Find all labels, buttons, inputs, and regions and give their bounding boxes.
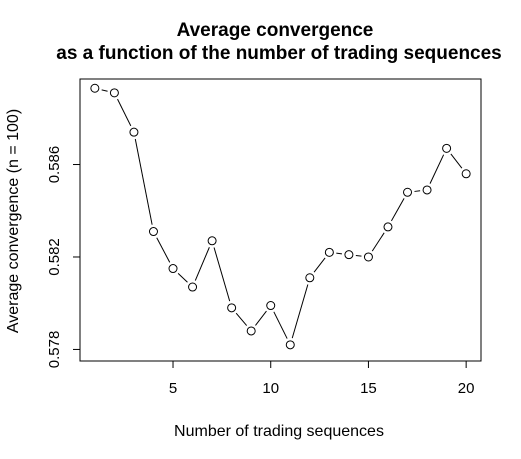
data-point — [227, 303, 237, 313]
y-tick-label: 0.586 — [46, 146, 63, 184]
data-point — [383, 222, 393, 232]
data-point — [207, 236, 217, 246]
x-tick-label: 20 — [458, 380, 475, 397]
data-point — [285, 340, 295, 350]
data-point — [109, 88, 119, 98]
series-segment — [235, 312, 248, 326]
series-segment — [355, 254, 362, 257]
data-point — [129, 127, 139, 137]
series-segment — [313, 257, 326, 273]
data-point — [461, 169, 471, 179]
data-point — [90, 83, 100, 93]
data-point — [422, 185, 432, 195]
y-axis-label: Average convergence (n = 100) — [5, 109, 22, 333]
plot-frame — [79, 78, 482, 362]
y-tick-label: 0.582 — [46, 238, 63, 276]
data-point — [344, 250, 354, 260]
x-axis: 5 10 15 20 — [169, 360, 475, 397]
series-segment — [156, 237, 171, 263]
series-segment — [450, 153, 463, 169]
data-point — [266, 301, 276, 311]
series-segment — [255, 310, 267, 326]
data-point — [324, 247, 334, 257]
data-point — [188, 282, 198, 292]
y-tick-label: 0.578 — [46, 331, 63, 369]
series-segment — [101, 89, 108, 92]
series-segment — [194, 247, 210, 281]
data-series — [90, 83, 471, 350]
data-point — [246, 326, 256, 336]
series-segment — [134, 138, 153, 225]
x-tick-label: 15 — [360, 380, 377, 397]
series-segment — [390, 198, 405, 222]
data-point — [148, 227, 158, 237]
x-axis-label: Number of trading sequences — [174, 423, 384, 440]
data-point — [168, 264, 178, 274]
series-segment — [213, 247, 231, 302]
x-tick-label: 10 — [262, 380, 279, 397]
series-segment — [273, 311, 288, 339]
series-segment — [429, 154, 445, 184]
series-segment — [291, 284, 309, 339]
chart-title-line-1: Average convergence — [177, 20, 374, 41]
series-segment — [177, 272, 188, 283]
series-segment — [336, 252, 343, 255]
series-segment — [414, 190, 421, 192]
data-point — [442, 143, 452, 153]
y-axis: 0.578 0.582 0.586 — [46, 146, 81, 369]
series-segment — [117, 98, 132, 127]
data-point — [403, 187, 413, 197]
data-point — [363, 252, 373, 262]
x-tick-label: 5 — [169, 380, 177, 397]
data-point — [305, 273, 315, 283]
chart-title-line-2: as a function of the number of trading s… — [56, 43, 502, 64]
series-segment — [371, 232, 385, 252]
